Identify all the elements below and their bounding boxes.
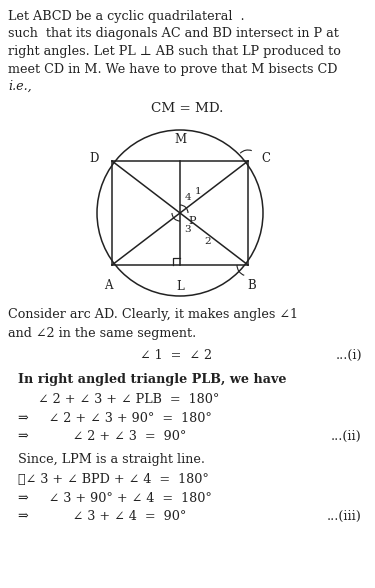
Text: ∠ 1  =  ∠ 2: ∠ 1 = ∠ 2 [140, 349, 212, 362]
Text: ...(iii): ...(iii) [327, 510, 362, 523]
Text: A: A [104, 279, 112, 292]
Text: CM = MD.: CM = MD. [151, 102, 223, 115]
Text: ...(ii): ...(ii) [331, 430, 362, 443]
Text: 1: 1 [195, 186, 201, 195]
Text: right angles. Let PL ⊥ AB such that LP produced to: right angles. Let PL ⊥ AB such that LP p… [8, 45, 341, 58]
Text: 3: 3 [184, 225, 191, 233]
Text: ∴∠ 3 + ∠ BPD + ∠ 4  =  180°: ∴∠ 3 + ∠ BPD + ∠ 4 = 180° [18, 473, 209, 486]
Text: L: L [176, 280, 184, 293]
Text: and ∠2 in the same segment.: and ∠2 in the same segment. [8, 326, 196, 339]
Text: M: M [174, 133, 186, 146]
Text: In right angled triangle PLB, we have: In right angled triangle PLB, we have [18, 373, 286, 386]
Text: ⇒     ∠ 3 + 90° + ∠ 4  =  180°: ⇒ ∠ 3 + 90° + ∠ 4 = 180° [18, 492, 212, 505]
Text: ⇒     ∠ 2 + ∠ 3 + 90°  =  180°: ⇒ ∠ 2 + ∠ 3 + 90° = 180° [18, 412, 212, 425]
Text: meet CD in M. We have to prove that M bisects CD: meet CD in M. We have to prove that M bi… [8, 62, 338, 75]
Text: Let ABCD be a cyclic quadrilateral  .: Let ABCD be a cyclic quadrilateral . [8, 10, 244, 23]
Text: ...(i): ...(i) [335, 349, 362, 362]
Text: 2: 2 [205, 236, 212, 246]
Text: C: C [261, 152, 270, 165]
Text: such  that its diagonals AC and BD intersect in P at: such that its diagonals AC and BD inters… [8, 28, 339, 41]
Text: ⇒           ∠ 2 + ∠ 3  =  90°: ⇒ ∠ 2 + ∠ 3 = 90° [18, 430, 186, 443]
Text: Since, LPM is a straight line.: Since, LPM is a straight line. [18, 453, 205, 466]
Text: Consider arc AD. Clearly, it makes angles ∠1: Consider arc AD. Clearly, it makes angle… [8, 308, 298, 321]
Text: ⇒           ∠ 3 + ∠ 4  =  90°: ⇒ ∠ 3 + ∠ 4 = 90° [18, 510, 186, 523]
Text: 4: 4 [184, 192, 191, 202]
Text: ∠ 2 + ∠ 3 + ∠ PLB  =  180°: ∠ 2 + ∠ 3 + ∠ PLB = 180° [38, 393, 219, 406]
Text: D: D [90, 152, 99, 165]
Text: i.e.,: i.e., [8, 80, 32, 93]
Text: B: B [248, 279, 256, 292]
Text: P: P [188, 216, 195, 226]
